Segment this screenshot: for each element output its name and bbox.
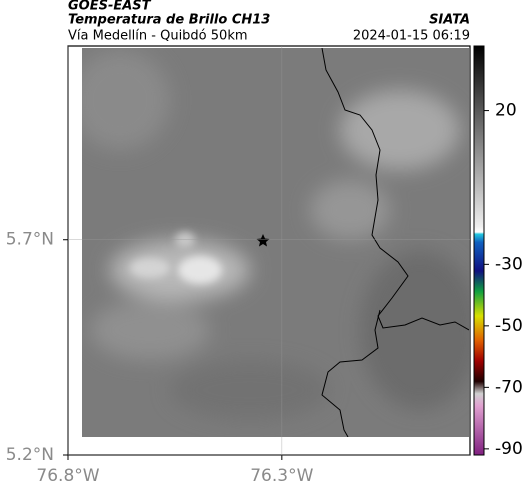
source: SIATA [429, 13, 470, 28]
region: Vía Medellín - Quibdó 50km [68, 29, 248, 44]
y-tick-label: 5.7°N [6, 230, 54, 250]
colorbar-tick-label: -50 [495, 316, 523, 336]
colorbar [473, 45, 485, 456]
x-tick-label: 76.8°W [36, 466, 99, 486]
title: GOES-EAST [68, 0, 152, 14]
colorbar-tick-label: -90 [495, 439, 523, 459]
colorbar-tick-label: -30 [495, 254, 523, 274]
y-tick-label: 5.2°N [6, 445, 54, 465]
satellite-image [82, 48, 469, 437]
colorbar-tick-label: 20 [495, 101, 517, 121]
location-marker [256, 234, 270, 247]
colorbar-tick-label: -70 [495, 377, 523, 397]
axes: 76.8°W 76.3°W 5.2°N 5.7°N 20 -30 -50 -70 -90 [6, 46, 523, 486]
x-tick-label: 76.3°W [250, 466, 313, 486]
datetime: 2024-01-15 06:19 [353, 29, 470, 44]
subtitle: Temperatura de Brillo CH13 [68, 13, 270, 28]
